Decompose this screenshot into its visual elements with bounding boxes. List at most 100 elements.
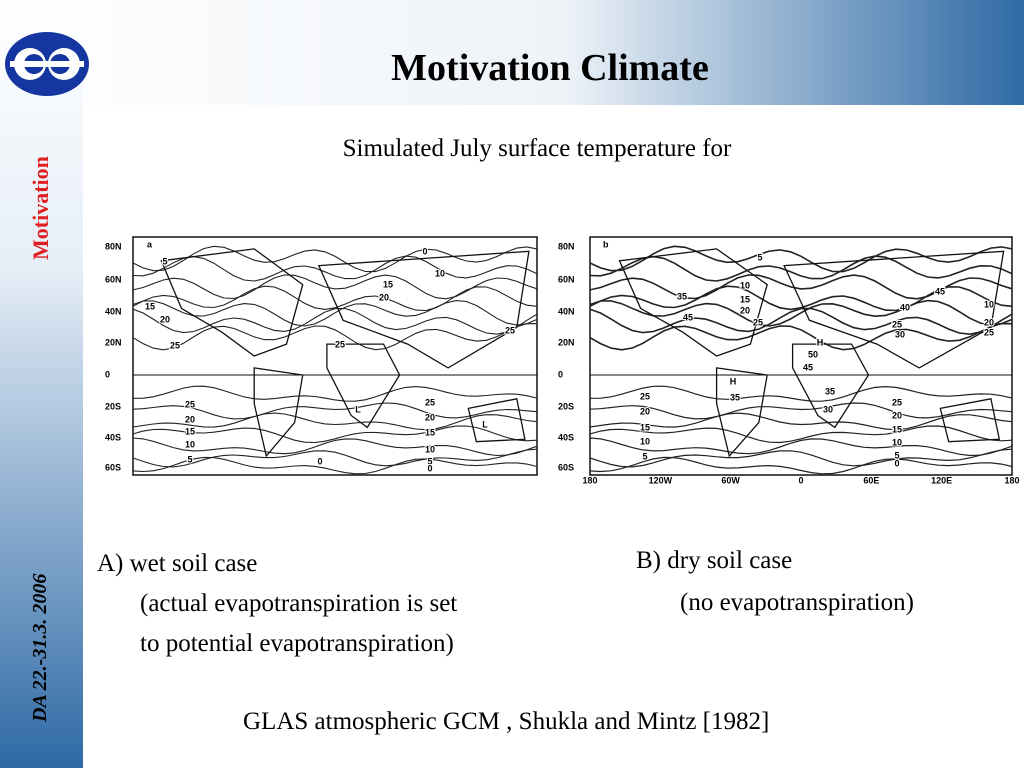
lon-label: 120W <box>649 475 673 485</box>
continent <box>791 343 870 429</box>
contour-label: 10 <box>984 299 994 309</box>
contour-label: 20 <box>425 412 435 422</box>
caption-b: B) dry soil case <box>636 547 792 574</box>
contour <box>132 412 538 431</box>
contour-label: 20 <box>740 305 750 315</box>
panel-label: a <box>147 239 153 249</box>
contour <box>132 285 538 312</box>
contour-label: 40 <box>900 302 910 312</box>
contour <box>589 299 1013 327</box>
contour-label: 15 <box>383 279 393 289</box>
lon-label: 0 <box>798 475 803 485</box>
lat-label: 60N <box>105 274 122 284</box>
contour-label: 10 <box>892 437 902 447</box>
contour <box>589 412 1013 431</box>
contour-label: 35 <box>677 291 687 301</box>
lon-label: 180 <box>1004 475 1019 485</box>
contour <box>589 307 1013 336</box>
contour-label: H <box>730 376 737 386</box>
contour-label: 25 <box>505 325 515 335</box>
contour-label: 25 <box>170 340 180 350</box>
contour-label: 15 <box>892 424 902 434</box>
lat-label: 40S <box>105 432 121 442</box>
contour <box>132 448 538 468</box>
contour-label: 30 <box>823 404 833 414</box>
contour <box>589 385 1013 402</box>
contour-label: 0 <box>422 246 427 256</box>
lat-label: 60N <box>558 274 575 284</box>
contour-label: H <box>817 337 824 347</box>
continent <box>326 343 401 429</box>
lat-label: 60S <box>105 462 121 472</box>
contour <box>132 245 538 273</box>
contour <box>132 437 538 457</box>
contour-label: 35 <box>730 392 740 402</box>
caption-a: to potential evapotranspiration) <box>140 630 454 657</box>
contour-label: 5 <box>757 252 762 262</box>
contour-label: 25 <box>984 327 994 337</box>
contour-label: 50 <box>808 349 818 359</box>
citation: GLAS atmospheric GCM , Shukla and Mintz … <box>243 708 769 735</box>
contour-label: 15 <box>145 301 155 311</box>
caption-b: (no evapotranspiration) <box>680 589 914 616</box>
sidebar-date: DA 22.-31.3. 2006 <box>29 574 51 723</box>
contour <box>589 448 1013 468</box>
continent <box>783 250 1005 369</box>
contour-label: 25 <box>185 399 195 409</box>
contour-label: 25 <box>335 339 345 349</box>
contour-label: 45 <box>935 286 945 296</box>
contour-label: 20 <box>379 292 389 302</box>
contour-label: 5 <box>187 454 192 464</box>
contour-label: 5 <box>642 451 647 461</box>
lat-label: 40N <box>558 306 575 316</box>
map-b: 80N60N40N20N020S40S60Sb5101520253545H35H… <box>558 236 1020 485</box>
lat-label: 20N <box>105 337 122 347</box>
contour-label: 10 <box>435 268 445 278</box>
contour <box>132 255 538 282</box>
continent <box>715 367 768 458</box>
lon-label: 120E <box>931 475 952 485</box>
continent <box>467 398 526 443</box>
contour-label: 25 <box>640 391 650 401</box>
contour-label: 20 <box>185 414 195 424</box>
contour <box>132 300 538 327</box>
contour <box>589 322 1013 351</box>
lon-label: 60W <box>721 475 740 485</box>
map-frame <box>132 236 538 476</box>
contour-label: 15 <box>185 426 195 436</box>
contour <box>132 307 538 335</box>
lat-label: 40N <box>105 306 122 316</box>
lat-label: 60S <box>558 462 574 472</box>
lat-label: 40S <box>558 432 574 442</box>
contour-label: 25 <box>425 397 435 407</box>
contour-label: 15 <box>740 294 750 304</box>
contour <box>589 255 1013 282</box>
contour <box>589 437 1013 457</box>
lon-label: 60E <box>863 475 879 485</box>
lon-label: 180 <box>582 475 597 485</box>
contour-label: 35 <box>825 386 835 396</box>
continent <box>618 248 768 357</box>
map-a: 80N60N40N20N020S40S60Sa50101520251520252… <box>105 236 538 476</box>
contour-label: L <box>355 404 361 414</box>
contour-label: 10 <box>425 444 435 454</box>
contour-label: L <box>482 419 488 429</box>
contour <box>589 245 1013 273</box>
lat-label: 80N <box>105 241 122 251</box>
lat-label: 80N <box>558 241 575 251</box>
sidebar <box>0 0 83 768</box>
caption-a: (actual evapotranspiration is set <box>140 590 457 617</box>
contour <box>132 456 538 475</box>
panel-label: b <box>603 239 609 249</box>
header-band <box>0 0 1024 105</box>
contour-label: 45 <box>803 362 813 372</box>
caption-a: A) wet soil case <box>97 550 257 577</box>
continent <box>160 248 304 357</box>
title: Motivation Climate <box>391 47 709 89</box>
continent <box>317 250 530 369</box>
contour <box>132 323 538 351</box>
contour-label: 45 <box>683 312 693 322</box>
contour <box>589 425 1013 444</box>
